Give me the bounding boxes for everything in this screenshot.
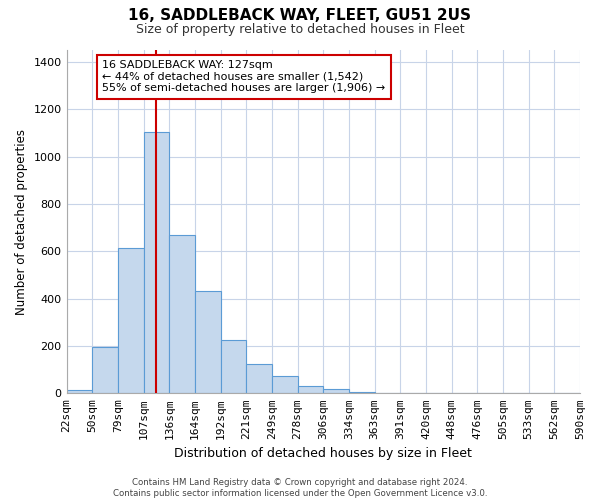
Bar xyxy=(67,390,92,394)
Bar xyxy=(195,292,221,394)
Text: Size of property relative to detached houses in Fleet: Size of property relative to detached ho… xyxy=(136,22,464,36)
Bar xyxy=(272,376,298,394)
Y-axis label: Number of detached properties: Number of detached properties xyxy=(15,128,28,314)
Bar xyxy=(246,364,272,394)
Bar xyxy=(118,248,143,394)
Bar xyxy=(221,340,246,394)
Bar xyxy=(169,234,195,394)
Text: Contains HM Land Registry data © Crown copyright and database right 2024.
Contai: Contains HM Land Registry data © Crown c… xyxy=(113,478,487,498)
Bar xyxy=(298,386,323,394)
Bar xyxy=(349,392,374,394)
Text: 16, SADDLEBACK WAY, FLEET, GU51 2US: 16, SADDLEBACK WAY, FLEET, GU51 2US xyxy=(128,8,472,22)
Bar xyxy=(92,347,118,394)
Bar xyxy=(323,388,349,394)
Bar xyxy=(143,132,169,394)
X-axis label: Distribution of detached houses by size in Fleet: Distribution of detached houses by size … xyxy=(175,447,472,460)
Text: 16 SADDLEBACK WAY: 127sqm
← 44% of detached houses are smaller (1,542)
55% of se: 16 SADDLEBACK WAY: 127sqm ← 44% of detac… xyxy=(103,60,386,94)
